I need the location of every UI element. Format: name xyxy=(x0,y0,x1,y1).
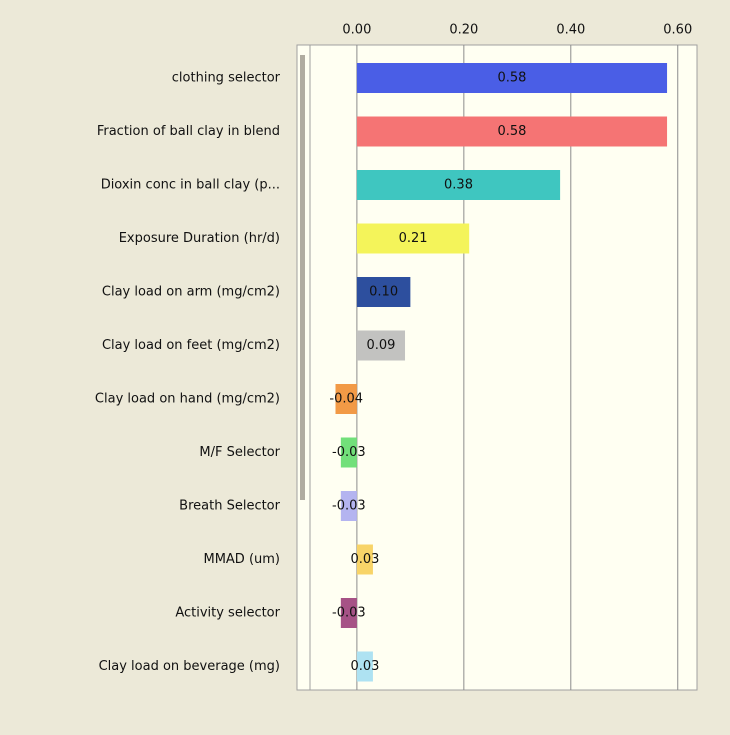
value-label: -0.03 xyxy=(332,445,366,460)
bar xyxy=(356,170,561,200)
category-label: clothing selector xyxy=(172,71,281,86)
bar xyxy=(335,384,357,414)
bar xyxy=(356,63,668,93)
bar xyxy=(340,598,357,628)
bar xyxy=(356,330,406,361)
value-label: 0.03 xyxy=(350,552,379,567)
value-label: 0.03 xyxy=(350,659,379,674)
x-tick-label: 0.00 xyxy=(342,23,371,38)
value-label: 0.38 xyxy=(444,178,473,193)
value-label: 0.21 xyxy=(399,231,428,246)
category-label: Clay load on feet (mg/cm2) xyxy=(102,338,280,353)
category-label: Activity selector xyxy=(175,606,280,621)
x-tick-label: 0.20 xyxy=(449,23,478,38)
category-label: Fraction of ball clay in blend xyxy=(97,124,280,139)
category-label: MMAD (um) xyxy=(203,552,280,567)
category-label: Dioxin conc in ball clay (p... xyxy=(101,178,280,193)
value-label: -0.03 xyxy=(332,606,366,621)
category-label: Exposure Duration (hr/d) xyxy=(119,231,280,246)
category-label: M/F Selector xyxy=(199,445,280,460)
category-label: Clay load on beverage (mg) xyxy=(99,659,280,674)
bar xyxy=(356,116,668,147)
value-label: -0.04 xyxy=(329,392,363,407)
bar xyxy=(356,223,470,254)
value-label: 0.09 xyxy=(366,338,395,353)
value-label: -0.03 xyxy=(332,499,366,514)
bar xyxy=(356,544,373,575)
bar xyxy=(356,277,411,307)
category-label: Clay load on hand (mg/cm2) xyxy=(95,392,280,407)
value-label: 0.58 xyxy=(497,124,526,139)
bar xyxy=(340,491,357,521)
value-label: 0.10 xyxy=(369,285,398,300)
category-label: Breath Selector xyxy=(179,499,280,514)
value-label: 0.58 xyxy=(497,71,526,86)
scrollbar[interactable] xyxy=(300,55,305,500)
x-tick-label: 0.60 xyxy=(663,23,692,38)
bar xyxy=(356,651,373,682)
plot-area xyxy=(296,44,698,691)
category-label: Clay load on arm (mg/cm2) xyxy=(102,285,280,300)
x-tick-label: 0.40 xyxy=(556,23,585,38)
bar xyxy=(340,437,357,468)
